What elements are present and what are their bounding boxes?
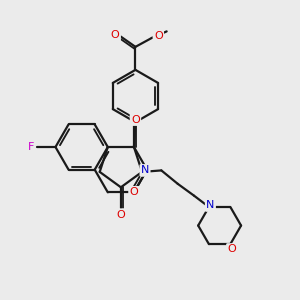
Text: O: O xyxy=(116,210,125,220)
Text: O: O xyxy=(227,244,236,254)
Text: F: F xyxy=(28,142,34,152)
Text: N: N xyxy=(206,200,214,211)
Text: N: N xyxy=(141,165,149,176)
Text: O: O xyxy=(111,30,120,40)
Text: O: O xyxy=(130,187,138,197)
Text: O: O xyxy=(154,32,163,41)
Text: O: O xyxy=(131,115,140,124)
